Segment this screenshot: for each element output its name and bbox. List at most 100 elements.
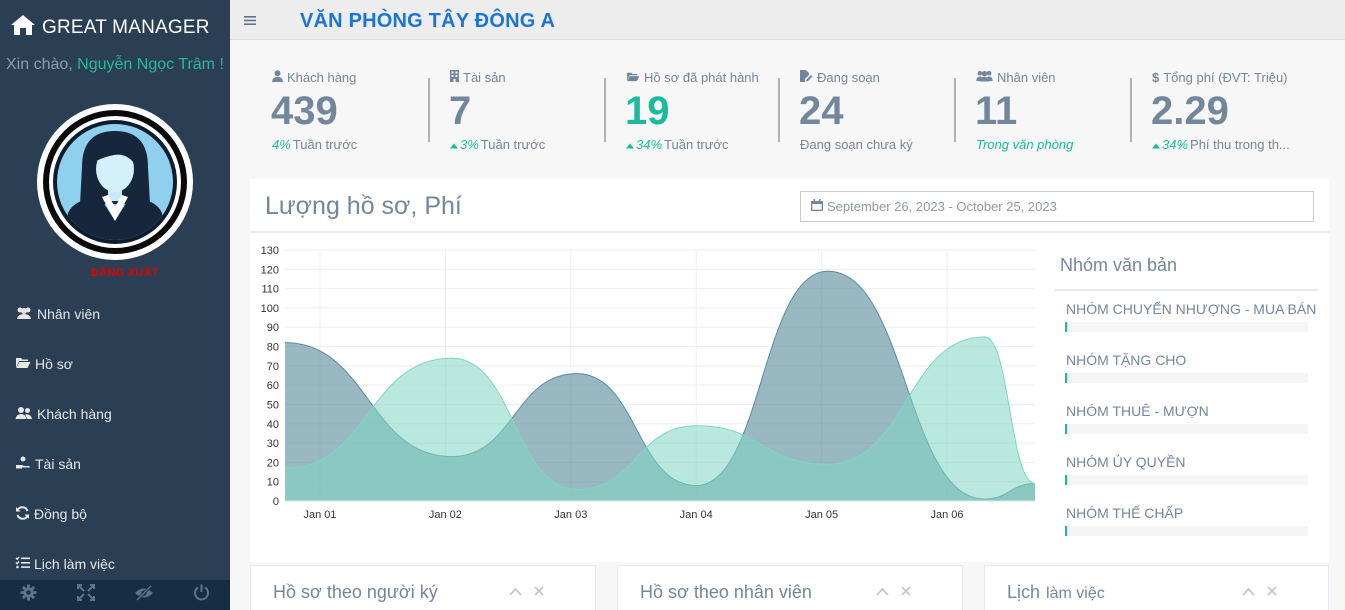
group-item[interactable]: NHÓM THẾ CHẤP: [1055, 495, 1319, 546]
close-icon[interactable]: [534, 583, 544, 601]
home-icon: [10, 14, 36, 41]
group-label: NHÓM THẾ CHẤP: [1066, 505, 1184, 521]
chevron-up-icon[interactable]: [509, 583, 522, 601]
group-progress: [1065, 526, 1308, 536]
tile-note: Đang soạn chưa ký: [800, 137, 913, 152]
y-tick-label: 30: [267, 438, 279, 450]
tile-value: 2.29: [1151, 89, 1229, 133]
y-tick-label: 0: [273, 496, 279, 508]
tile-footnote: Đang soạn chưa ký: [800, 137, 950, 152]
tile-note: Tuần trước: [292, 137, 358, 152]
hand-coin-icon: [15, 456, 35, 473]
settings-icon: [20, 584, 37, 606]
tile-note: Trong văn phòng: [976, 137, 1074, 152]
panel-tools: [876, 583, 911, 601]
sidebar-item-ho-so[interactable]: Hồ sơ: [0, 339, 230, 389]
tile-footnote: 34% Tuần trước: [626, 137, 776, 152]
x-tick-label: Jan 03: [554, 509, 587, 521]
tile-note: Tuần trước: [480, 137, 546, 152]
tile-pct: 34%: [1162, 137, 1189, 152]
tile-note: Phí thu trong th...: [1190, 137, 1290, 152]
building-icon: [450, 70, 459, 85]
stat-tiles: Khách hàng 439 4% Tuần trước Tài sản 7 3…: [250, 60, 1330, 170]
sidebar-item-label: Hồ sơ: [35, 356, 73, 372]
brand[interactable]: GREAT MANAGER: [10, 14, 210, 41]
caret-up-icon: [1152, 137, 1160, 152]
panel-tools: [1242, 583, 1277, 601]
eye-slash-icon: [134, 584, 154, 606]
sidebar-footer: [0, 580, 230, 610]
group-label: NHÓM ỦY QUYỀN: [1066, 454, 1186, 470]
greeting: Xin chào, Nguyễn Ngọc Trâm !: [6, 56, 224, 74]
group-progress: [1065, 322, 1308, 332]
sidebar-item-nhan-vien[interactable]: Nhân viên: [0, 289, 230, 339]
panel-title: Hồ sơ theo người ký: [273, 582, 438, 603]
sidebar-item-label: Đồng bộ: [34, 506, 87, 522]
tile-tong-phi[interactable]: $ Tổng phí (ĐVT: Triệu) 2.29 34% Phí thu…: [1130, 60, 1306, 170]
tile-value: 11: [975, 89, 1018, 133]
sidebar-item-khach-hang[interactable]: Khách hàng: [0, 389, 230, 439]
tile-tai-san[interactable]: Tài sản 7 3% Tuần trước: [428, 60, 604, 170]
progress-fill: [1065, 526, 1068, 536]
group-label: NHÓM CHUYỂN NHƯỢNG - MUA BÁN: [1066, 301, 1317, 317]
close-icon[interactable]: [901, 583, 911, 601]
users-icon: [15, 306, 37, 323]
task-list-icon: [15, 556, 34, 572]
group-progress: [1065, 475, 1308, 485]
x-tick-label: Jan 01: [303, 509, 336, 521]
series-area: [285, 271, 1035, 501]
panel-title-text: Lịch: [1007, 582, 1041, 602]
series-area: [285, 336, 1035, 501]
tile-value: 24: [799, 89, 844, 133]
tile-label: Nhân viên: [997, 70, 1056, 85]
settings-button[interactable]: [0, 580, 58, 610]
chevron-up-icon[interactable]: [876, 583, 889, 601]
document-groups: Nhóm văn bản NHÓM CHUYỂN NHƯỢNG - MUA BÁ…: [1055, 239, 1319, 546]
progress-fill: [1065, 373, 1068, 383]
tile-ho-so-da-phat-hanh[interactable]: Hồ sơ đã phát hành 19 34% Tuần trước: [604, 60, 780, 170]
tile-nhan-vien[interactable]: Nhân viên 11 Trong văn phòng: [954, 60, 1130, 170]
tile-label: Đang soạn: [817, 70, 880, 85]
y-tick-label: 20: [267, 457, 279, 469]
fullscreen-button[interactable]: [58, 580, 116, 610]
tile-label: Tổng phí (ĐVT: Triệu): [1163, 70, 1288, 85]
y-tick-label: 130: [261, 245, 279, 257]
users-icon: [15, 406, 37, 423]
y-tick-label: 70: [267, 361, 279, 373]
tile-footnote: Trong văn phòng: [976, 137, 1126, 152]
chevron-up-icon[interactable]: [1242, 583, 1255, 601]
users-icon: [976, 70, 993, 85]
brand-title: GREAT MANAGER: [42, 16, 210, 38]
sidebar-item-tai-san[interactable]: Tài sản: [0, 439, 230, 489]
tile-value: 7: [449, 89, 472, 133]
group-item[interactable]: NHÓM TẶNG CHO: [1055, 342, 1319, 393]
date-range-picker[interactable]: September 26, 2023 - October 25, 2023: [800, 191, 1314, 222]
avatar[interactable]: [37, 104, 193, 260]
group-item[interactable]: NHÓM ỦY QUYỀN: [1055, 444, 1319, 495]
logout-link[interactable]: ĐĂNG XUẤT: [90, 267, 160, 279]
group-item[interactable]: NHÓM THUÊ - MƯỢN: [1055, 393, 1319, 444]
area-chart: 0 10 20 30 40 50 60 70 80 90 100 110 120 130 Jan 01 Jan…: [261, 245, 1036, 521]
menu-toggle-icon[interactable]: [244, 13, 256, 31]
progress-fill: [1065, 322, 1068, 332]
power-off-button[interactable]: [173, 580, 231, 610]
lock-screen-button[interactable]: [115, 580, 173, 610]
group-item[interactable]: NHÓM CHUYỂN NHƯỢNG - MUA BÁN: [1055, 291, 1319, 342]
y-tick-label: 50: [267, 399, 279, 411]
office-title: VĂN PHÒNG TÂY ĐÔNG A: [300, 10, 556, 32]
sidebar-item-label: Nhân viên: [37, 306, 101, 322]
close-icon[interactable]: [1267, 583, 1277, 601]
y-tick-label: 120: [261, 264, 279, 276]
sidebar-item-label: Khách hàng: [37, 406, 112, 422]
date-range-text: September 26, 2023 - October 25, 2023: [827, 199, 1057, 214]
user-icon: [272, 70, 283, 85]
sidebar: GREAT MANAGER Xin chào, Nguyễn Ngọc Trâm…: [0, 0, 230, 610]
calendar-icon: [811, 199, 823, 214]
sidebar-item-dong-bo[interactable]: Đồng bộ: [0, 489, 230, 539]
greeting-suffix: !: [219, 56, 224, 73]
tile-khach-hang[interactable]: Khách hàng 439 4% Tuần trước: [250, 60, 426, 170]
sidebar-item-lich-lam-viec[interactable]: Lịch làm việc: [0, 539, 230, 589]
tile-label: Tài sản: [463, 70, 506, 85]
tile-dang-soan[interactable]: Đang soạn 24 Đang soạn chưa ký: [778, 60, 954, 170]
tile-divider: [954, 78, 956, 142]
